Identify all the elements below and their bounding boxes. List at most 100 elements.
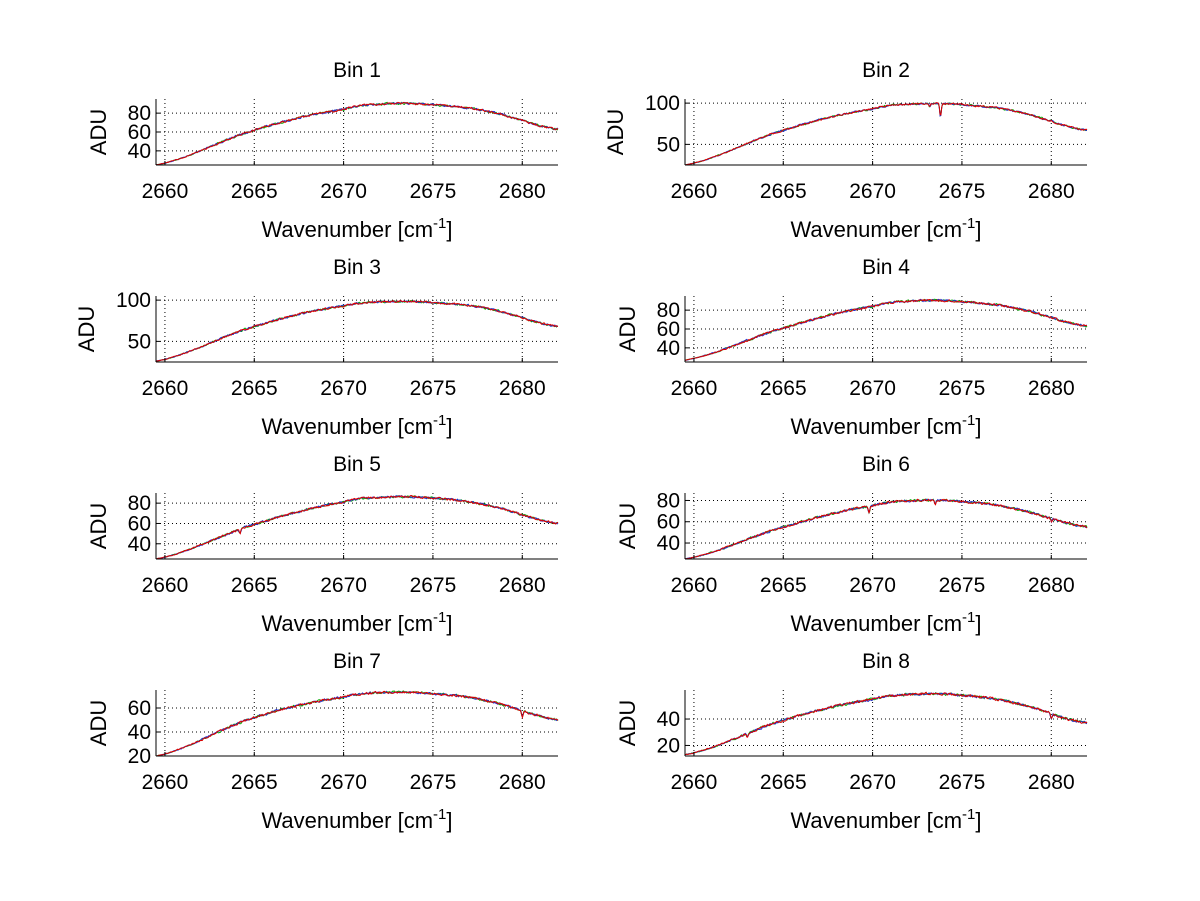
y-tick-label: 50 <box>657 133 680 156</box>
x-axis-label: Wavenumber [cm-1] <box>790 806 981 833</box>
y-tick-label: 60 <box>657 511 680 534</box>
x-tick-label: 2660 <box>142 771 189 794</box>
x-tick-label: 2660 <box>671 574 718 597</box>
y-tick-label: 50 <box>128 330 151 353</box>
y-tick-label: 80 <box>128 102 151 125</box>
x-tick-label: 2670 <box>320 771 367 794</box>
x-tick-label: 2680 <box>499 574 546 597</box>
x-tick-label: 2680 <box>1028 377 1075 400</box>
x-axis-label: Wavenumber [cm-1] <box>261 609 452 636</box>
spectrum-trace-red <box>684 298 1088 361</box>
spectrum-trace-blue <box>684 298 1087 361</box>
spectrum-trace-green <box>684 298 1088 361</box>
subplot-bin-8: 2660 2665 2670 2675 2680 20 40 Bin 8 ADU Wavenumb… <box>615 650 1088 833</box>
y-axis-label: ADU <box>86 503 111 549</box>
y-tick-label: 20 <box>657 734 680 757</box>
x-tick-label: 2670 <box>849 574 896 597</box>
x-tick-label: 2680 <box>499 180 546 203</box>
subplot-title: Bin 6 <box>862 453 910 476</box>
y-tick-label: 100 <box>645 92 680 115</box>
y-axis-label: ADU <box>86 700 111 746</box>
spectrum-trace-red <box>156 494 559 560</box>
y-tick-label: 60 <box>128 697 151 720</box>
x-tick-label: 2680 <box>1028 771 1075 794</box>
x-tick-label: 2660 <box>142 180 189 203</box>
spectrum-trace-blue <box>155 690 559 757</box>
spectrum-trace-red <box>684 498 1088 560</box>
x-tick-label: 2675 <box>410 377 457 400</box>
spectrum-trace-blue <box>685 102 1087 166</box>
x-tick-label: 2675 <box>410 180 457 203</box>
x-tick-label: 2665 <box>760 574 807 597</box>
x-tick-label: 2680 <box>499 377 546 400</box>
y-axis-label: ADU <box>603 109 628 155</box>
y-tick-label: 60 <box>657 318 680 341</box>
y-tick-label: 80 <box>657 299 680 322</box>
x-axis-label: Wavenumber [cm-1] <box>790 609 981 636</box>
spectrum-trace-green <box>156 495 559 560</box>
spectrum-trace-green <box>684 498 1088 560</box>
y-tick-label: 80 <box>657 489 680 512</box>
subplot-title: Bin 3 <box>333 256 381 279</box>
x-tick-label: 2660 <box>671 377 718 400</box>
y-tick-label: 40 <box>128 533 151 556</box>
x-axis-label: Wavenumber [cm-1] <box>261 215 452 242</box>
x-tick-label: 2660 <box>142 574 189 597</box>
y-tick-label: 40 <box>128 140 151 163</box>
x-tick-label: 2665 <box>231 574 278 597</box>
y-axis-label: ADU <box>615 700 640 746</box>
x-tick-label: 2670 <box>849 771 896 794</box>
x-tick-label: 2665 <box>760 180 807 203</box>
spectrum-trace-red <box>155 300 559 362</box>
y-tick-label: 40 <box>128 721 151 744</box>
spectrum-trace-green <box>155 690 559 757</box>
x-tick-label: 2675 <box>939 771 986 794</box>
x-axis-label: Wavenumber [cm-1] <box>790 412 981 439</box>
spectrum-trace-blue <box>156 494 559 560</box>
spectrum-trace-red <box>155 101 559 166</box>
y-tick-label: 60 <box>128 512 151 535</box>
y-tick-label: 100 <box>116 289 151 312</box>
y-tick-label: 40 <box>657 708 680 731</box>
x-axis-label: Wavenumber [cm-1] <box>790 215 981 242</box>
x-tick-label: 2665 <box>231 771 278 794</box>
x-tick-label: 2665 <box>760 771 807 794</box>
spectrum-trace-green <box>685 102 1088 166</box>
subplot-bin-2: 2660 2665 2670 2675 2680 50 100 Bin 2 ADU Wavenum… <box>603 59 1088 242</box>
spectrum-trace-blue <box>155 101 559 166</box>
subplot-bin-3: 2660 2665 2670 2675 2680 50 100 Bin 3 ADU Wavenum… <box>74 256 559 439</box>
y-tick-label: 80 <box>128 492 151 515</box>
y-tick-label: 20 <box>128 745 151 768</box>
y-tick-label: 60 <box>128 121 151 144</box>
x-tick-label: 2665 <box>760 377 807 400</box>
y-axis-label: ADU <box>615 503 640 549</box>
spectrum-trace-blue <box>684 498 1088 560</box>
spectrum-trace-red <box>684 691 1088 756</box>
x-tick-label: 2675 <box>939 180 986 203</box>
y-axis-label: ADU <box>74 306 99 352</box>
x-tick-label: 2670 <box>320 574 367 597</box>
y-tick-label: 40 <box>657 337 680 360</box>
x-tick-label: 2675 <box>410 771 457 794</box>
spectrum-trace-green <box>155 299 559 362</box>
x-tick-label: 2675 <box>939 377 986 400</box>
x-tick-label: 2665 <box>231 180 278 203</box>
spectrum-trace-red <box>685 102 1088 166</box>
x-axis-label: Wavenumber [cm-1] <box>261 806 452 833</box>
x-tick-label: 2665 <box>231 377 278 400</box>
x-tick-label: 2660 <box>671 180 718 203</box>
y-tick-label: 40 <box>657 532 680 555</box>
subplot-title: Bin 2 <box>862 59 910 82</box>
spectrum-trace-green <box>155 101 558 166</box>
x-tick-label: 2660 <box>142 377 189 400</box>
subplot-title: Bin 7 <box>333 650 381 673</box>
y-axis-label: ADU <box>86 109 111 155</box>
x-tick-label: 2680 <box>1028 574 1075 597</box>
x-tick-label: 2680 <box>1028 180 1075 203</box>
